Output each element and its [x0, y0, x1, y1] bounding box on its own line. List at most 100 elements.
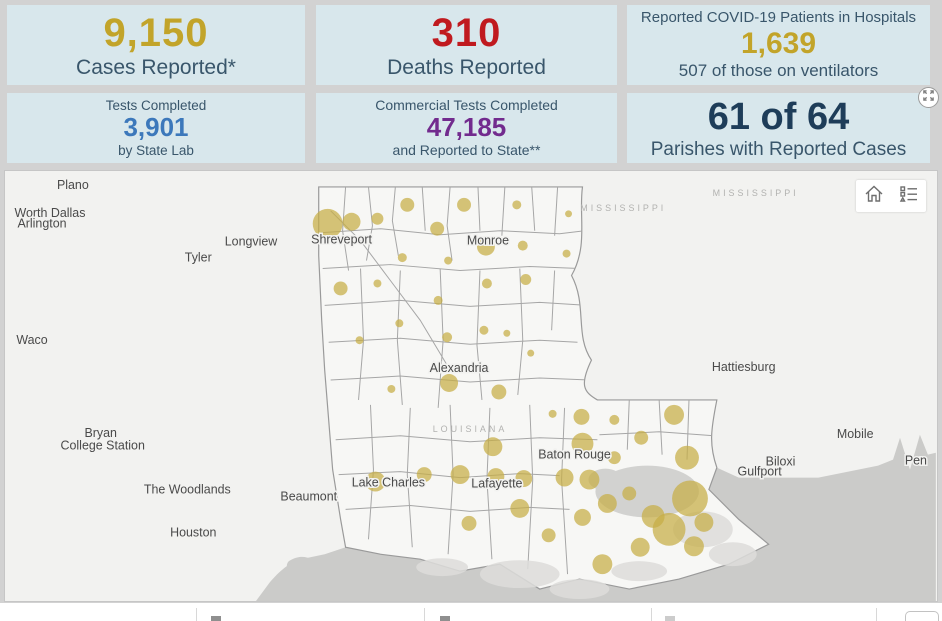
case-bubble[interactable] — [541, 528, 556, 543]
case-bubble[interactable] — [400, 197, 415, 212]
case-bubble[interactable] — [457, 197, 471, 212]
state-tests-subtitle: by State Lab — [118, 142, 194, 158]
case-bubble[interactable] — [672, 480, 708, 517]
city-label: Hattiesburg — [712, 360, 776, 374]
case-bubble[interactable] — [397, 253, 407, 263]
hospitalized-card: Reported COVID-19 Patients in Hospitals … — [627, 5, 930, 85]
city-label: Pen — [905, 454, 927, 468]
case-bubble[interactable] — [597, 493, 617, 513]
city-label: Alexandria — [430, 361, 489, 375]
case-bubble[interactable] — [440, 374, 459, 392]
cases-card: 9,150 Cases Reported* — [7, 5, 305, 85]
case-bubble[interactable] — [476, 237, 495, 256]
case-bubble[interactable] — [430, 221, 445, 236]
case-bubble[interactable] — [664, 404, 685, 425]
city-label: The Woodlands — [144, 483, 231, 497]
case-bubble[interactable] — [527, 349, 535, 357]
region-labels-layer: MISSISSIPPI MISSISSIPPI LOUISIANA — [433, 188, 796, 434]
case-bubble[interactable] — [373, 279, 382, 288]
city-label: College Station — [61, 439, 145, 453]
case-bubble[interactable] — [512, 200, 522, 210]
case-bubble[interactable] — [479, 325, 489, 335]
case-bubble[interactable] — [548, 409, 557, 418]
map-controls — [856, 180, 926, 212]
case-bubble[interactable] — [592, 554, 613, 575]
case-bubble[interactable] — [333, 281, 348, 296]
case-bubble[interactable] — [630, 537, 650, 557]
case-bubble[interactable] — [607, 451, 621, 465]
commercial-tests-value: 47,185 — [426, 112, 507, 143]
commercial-tests-subtitle: and Reported to State** — [392, 141, 541, 158]
case-bubble[interactable] — [555, 468, 574, 487]
case-bubble[interactable] — [622, 486, 637, 501]
city-label: Plano — [57, 178, 89, 192]
case-bubble[interactable] — [312, 208, 343, 239]
map-canvas[interactable]: MISSISSIPPI MISSISSIPPI LOUISIANA Plano Wor… — [5, 171, 937, 601]
city-label: Longview — [225, 235, 279, 249]
case-bubble[interactable] — [609, 414, 620, 425]
panel-divider — [196, 608, 197, 621]
case-bubble[interactable] — [510, 498, 530, 518]
case-bubble[interactable] — [573, 408, 590, 425]
parishes-card: 61 of 64 Parishes with Reported Cases — [627, 93, 930, 163]
city-label: Tyler — [185, 251, 212, 265]
case-bubble[interactable] — [387, 385, 396, 393]
region-label: LOUISIANA — [433, 424, 508, 434]
galveston-bay — [286, 556, 319, 582]
case-bubble[interactable] — [487, 468, 505, 486]
case-bubble[interactable] — [461, 515, 477, 531]
case-bubble[interactable] — [694, 512, 714, 532]
case-bubble[interactable] — [579, 469, 600, 490]
case-bubble[interactable] — [515, 470, 533, 488]
region-label: MISSISSIPPI — [580, 203, 666, 213]
city-label: Gulfport — [738, 465, 783, 479]
case-bubble[interactable] — [562, 249, 571, 258]
case-bubble[interactable] — [355, 336, 364, 345]
case-bubble[interactable] — [634, 430, 649, 445]
city-label: Worth Dallas — [14, 206, 85, 220]
case-bubble[interactable] — [491, 384, 507, 400]
expand-icon — [922, 89, 935, 107]
case-bubble[interactable] — [574, 508, 591, 526]
case-bubble[interactable] — [371, 212, 384, 225]
city-label: Monroe — [467, 234, 509, 248]
state-tests-card: Tests Completed 3,901 by State Lab — [7, 93, 305, 163]
case-bubble[interactable] — [450, 465, 470, 485]
case-bubble[interactable] — [571, 432, 594, 455]
city-label: Waco — [16, 333, 47, 347]
case-bubble[interactable] — [565, 210, 573, 218]
panel-divider — [876, 608, 877, 621]
case-bubble[interactable] — [684, 536, 704, 557]
case-bubble[interactable] — [433, 295, 443, 305]
case-bubble[interactable] — [675, 445, 699, 470]
panel-button-stub[interactable] — [905, 611, 939, 621]
city-label: Baton Rouge — [538, 448, 611, 462]
panel-icon-stub — [440, 616, 450, 621]
parishes-label: Parishes with Reported Cases — [650, 138, 907, 160]
case-bubble[interactable] — [483, 437, 503, 457]
case-bubble[interactable] — [520, 274, 532, 285]
case-bubble[interactable] — [503, 329, 511, 337]
case-bubble[interactable] — [365, 471, 386, 492]
expand-button[interactable] — [918, 87, 939, 108]
case-bubble[interactable] — [444, 256, 453, 265]
case-bubble[interactable] — [395, 319, 404, 328]
panel-icon-stub — [211, 616, 221, 621]
case-bubble[interactable] — [641, 504, 665, 528]
city-label: Houston — [170, 525, 216, 539]
commercial-tests-title: Commercial Tests Completed — [375, 96, 558, 113]
hospitalized-title: Reported COVID-19 Patients in Hospitals — [640, 9, 917, 27]
legend-button[interactable] — [891, 180, 926, 212]
case-bubble[interactable] — [342, 212, 361, 231]
case-bubble[interactable] — [416, 467, 432, 483]
commercial-tests-card: Commercial Tests Completed 47,185 and Re… — [316, 93, 617, 163]
case-bubble[interactable] — [442, 332, 453, 343]
panel-divider — [651, 608, 652, 621]
home-button[interactable] — [856, 180, 891, 212]
map-panel: MISSISSIPPI MISSISSIPPI LOUISIANA Plano Wor… — [4, 170, 938, 602]
case-bubble[interactable] — [517, 240, 528, 251]
deaths-value: 310 — [431, 10, 502, 55]
case-bubble[interactable] — [481, 278, 492, 289]
city-label: Mobile — [837, 427, 874, 441]
